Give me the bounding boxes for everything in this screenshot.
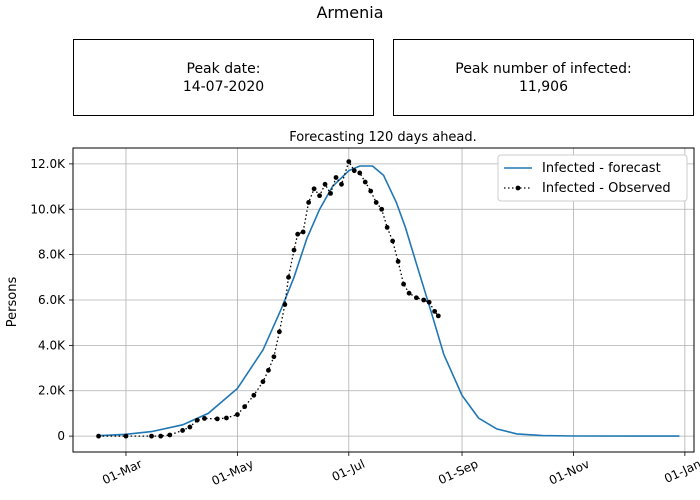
data-point-observed [368, 188, 374, 194]
data-point-observed [311, 186, 317, 192]
y-tick-label: 0 [57, 429, 65, 443]
peak-date-box: Peak date: 14-07-2020 [73, 39, 374, 116]
peak-number-value: 11,906 [519, 78, 568, 95]
x-tick-label: 01-Sep [436, 457, 480, 488]
grid-layer [73, 148, 694, 452]
data-point-observed [401, 281, 406, 287]
data-point-observed [260, 379, 266, 385]
data-point-observed [379, 206, 385, 212]
data-point-observed [149, 433, 154, 439]
data-point-observed [242, 404, 248, 410]
data-point-observed [167, 432, 173, 438]
y-tick-label: 4.0K [38, 338, 66, 352]
data-point-observed [413, 295, 419, 301]
data-point-observed [123, 433, 129, 439]
data-point-observed [266, 367, 271, 373]
peak-number-box: Peak number of infected: 11,906 [393, 39, 694, 116]
peak-date-label: Peak date: [186, 60, 261, 77]
data-point-observed [395, 259, 401, 264]
data-point-observed [224, 415, 229, 421]
x-tick-label: 01-Jan [662, 457, 700, 486]
data-point-observed [432, 308, 438, 314]
data-point-observed [291, 247, 297, 253]
data-point-observed [373, 200, 379, 205]
data-point-observed [251, 392, 257, 398]
data-point-observed [96, 433, 101, 439]
series-line-observed [98, 160, 439, 437]
data-point-observed [202, 416, 207, 421]
data-point-observed [306, 200, 312, 205]
y-tick-label: 6.0K [38, 293, 66, 307]
data-point-observed [421, 297, 427, 303]
data-point-observed [333, 175, 339, 180]
data-point-observed [435, 313, 441, 319]
data-point-observed [276, 329, 282, 335]
data-point-observed [158, 433, 164, 439]
data-point-observed [271, 354, 277, 360]
series-line-forecast [98, 165, 680, 437]
y-tick-label: 12.0K [30, 157, 66, 171]
chart-title: Forecasting 120 days ahead. [289, 130, 477, 145]
data-point-observed [286, 274, 291, 280]
legend-entry: Infected - forecast [542, 161, 661, 176]
x-tick-label: 01-May [210, 457, 256, 488]
y-tick-label: 2.0K [38, 384, 66, 398]
data-point-observed [194, 417, 200, 423]
peak-date-value: 14-07-2020 [182, 78, 265, 95]
data-point-observed [180, 428, 185, 433]
y-axis-label: Persons [5, 277, 20, 328]
x-tick-label: 01-Jul [330, 457, 367, 484]
data-point-observed [339, 181, 344, 187]
data-point-observed [234, 412, 240, 417]
data-point-observed [351, 168, 357, 174]
y-tick-label: 10.0K [30, 202, 66, 216]
data-point-observed [384, 225, 390, 230]
data-point-observed [214, 416, 220, 422]
data-point-observed [426, 299, 432, 305]
data-point-observed [317, 193, 322, 199]
data-point-observed [390, 238, 396, 244]
x-tick-label: 01-Mar [100, 457, 144, 488]
data-point-observed [187, 424, 193, 430]
legend-box [497, 154, 688, 202]
legend-marker-observed [515, 185, 521, 191]
data-point-observed [295, 231, 301, 237]
peak-number-label: Peak number of infected: [455, 60, 632, 77]
plot-layer [96, 159, 680, 439]
data-point-observed [282, 302, 288, 307]
y-tick-label: 8.0K [38, 248, 66, 262]
data-point-observed [346, 159, 352, 165]
figure-title: Armenia [316, 3, 384, 22]
legend-entry: Infected - Observed [542, 181, 671, 196]
legend: Infected - forecast Infected - Observed [497, 154, 688, 202]
data-point-observed [322, 181, 328, 187]
data-point-observed [362, 179, 368, 185]
data-point-observed [300, 229, 306, 235]
x-tick-label: 01-Nov [547, 457, 592, 488]
data-point-observed [328, 190, 333, 196]
plot-frame [72, 147, 695, 453]
data-point-observed [406, 290, 412, 296]
data-point-observed [357, 170, 363, 176]
